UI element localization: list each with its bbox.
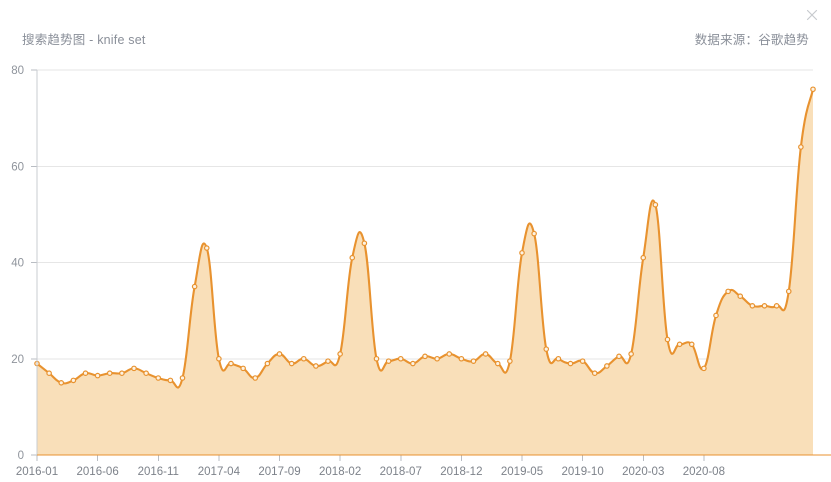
data-point-marker[interactable] <box>810 86 816 93</box>
x-axis-tick-label: 2019-10 <box>562 466 604 478</box>
x-axis-tick-label: 2016-11 <box>138 466 179 478</box>
x-axis-tick-label: 2018-02 <box>319 466 361 478</box>
data-point-marker[interactable] <box>422 353 428 360</box>
data-point-marker[interactable] <box>676 341 683 348</box>
data-point-marker[interactable] <box>313 363 319 369</box>
data-point-marker[interactable] <box>410 360 416 367</box>
page-title: 搜索趋势图 - knife set <box>22 33 146 47</box>
series-line-group <box>35 88 815 389</box>
x-axis-tick-label: 2020-08 <box>683 466 725 478</box>
data-point-marker[interactable] <box>325 358 331 364</box>
x-axis-tick-label: 2018-07 <box>380 466 422 478</box>
y-axis-tick-label: 40 <box>11 258 24 270</box>
data-point-marker[interactable] <box>519 250 525 256</box>
x-axis-tick-label: 2017-04 <box>198 466 241 478</box>
x-axis-tick-label: 2018-12 <box>440 466 482 478</box>
data-point-marker[interactable] <box>713 312 719 319</box>
data-point-marker[interactable] <box>507 358 513 364</box>
data-point-marker[interactable] <box>785 288 792 295</box>
data-point-marker[interactable] <box>337 351 343 357</box>
data-point-marker[interactable] <box>749 303 756 309</box>
y-axis-tick-label: 20 <box>11 354 24 366</box>
data-point-marker[interactable] <box>397 355 404 362</box>
x-axis-tick-label: 2016-01 <box>16 466 58 478</box>
data-point-marker[interactable] <box>228 360 234 367</box>
data-point-marker[interactable] <box>567 360 574 367</box>
data-point-marker[interactable] <box>131 365 137 372</box>
data-point-marker[interactable] <box>361 240 368 247</box>
x-axis-labels: 2016-01 2016-06 2016-11 2017-04 2017-09 2018-… <box>16 466 725 478</box>
data-source-label: 数据来源：谷歌趋势 <box>694 33 809 47</box>
data-point-marker[interactable] <box>446 351 453 357</box>
data-point-marker[interactable] <box>531 230 537 237</box>
data-point-marker[interactable] <box>143 370 149 376</box>
x-axis-tick-label: 2016-06 <box>77 466 119 478</box>
data-point-marker[interactable] <box>458 355 465 362</box>
data-point-marker[interactable] <box>155 375 162 381</box>
data-point-marker[interactable] <box>761 303 768 309</box>
axis-lines <box>31 69 831 461</box>
series-area-group <box>37 89 813 455</box>
data-point-marker[interactable] <box>640 254 647 261</box>
data-point-marker[interactable] <box>737 293 744 299</box>
data-point-marker[interactable] <box>58 380 65 386</box>
data-point-marker[interactable] <box>252 375 259 381</box>
data-point-marker[interactable] <box>579 358 586 364</box>
data-point-marker[interactable] <box>434 355 440 362</box>
data-point-marker[interactable] <box>555 355 562 362</box>
data-point-marker[interactable] <box>119 370 125 376</box>
y-axis-tick-label: 60 <box>11 161 24 173</box>
data-point-marker[interactable] <box>470 358 477 364</box>
series-line <box>35 88 815 389</box>
data-point-marker[interactable] <box>652 201 659 208</box>
y-axis-tick-label: 80 <box>11 65 24 77</box>
data-point-marker[interactable] <box>798 144 804 150</box>
y-axis-labels: 0 20 40 60 80 <box>11 65 24 462</box>
data-point-marker[interactable] <box>628 351 634 357</box>
data-point-marker[interactable] <box>591 370 598 376</box>
x-axis-tick-label: 2019-05 <box>501 466 543 478</box>
data-point-marker[interactable] <box>179 375 186 381</box>
data-point-marker[interactable] <box>701 365 707 372</box>
data-point-marker[interactable] <box>106 370 113 376</box>
data-point-marker[interactable] <box>276 351 283 357</box>
data-point-marker[interactable] <box>167 377 174 384</box>
data-point-marker[interactable] <box>482 351 489 357</box>
data-point-marker[interactable] <box>373 355 380 362</box>
close-icon[interactable] <box>802 5 822 25</box>
data-point-marker[interactable] <box>82 370 89 376</box>
data-point-marker[interactable] <box>70 377 77 384</box>
data-point-marker[interactable] <box>773 303 780 309</box>
data-point-marker[interactable] <box>288 360 295 367</box>
data-point-marker[interactable] <box>385 358 392 364</box>
y-axis-tick-label: 0 <box>18 450 24 462</box>
data-point-marker[interactable] <box>46 370 52 376</box>
data-point-marker[interactable] <box>494 360 501 367</box>
series-area <box>37 89 813 455</box>
data-point-marker[interactable] <box>191 283 198 290</box>
data-point-marker[interactable] <box>240 365 246 372</box>
data-point-marker[interactable] <box>688 341 695 348</box>
data-point-marker[interactable] <box>203 245 210 251</box>
data-point-marker[interactable] <box>664 336 671 343</box>
data-point-marker[interactable] <box>216 355 222 362</box>
data-point-marker[interactable] <box>616 353 622 360</box>
series-markers <box>34 86 816 386</box>
data-point-marker[interactable] <box>725 288 731 295</box>
data-point-marker[interactable] <box>264 360 271 367</box>
data-point-marker[interactable] <box>300 355 307 362</box>
x-axis-tick-label: 2020-03 <box>622 466 664 478</box>
data-point-marker[interactable] <box>349 254 356 261</box>
x-axis-tick-label: 2017-09 <box>258 466 300 478</box>
data-point-marker[interactable] <box>94 372 101 379</box>
data-point-marker[interactable] <box>604 363 610 369</box>
data-point-marker[interactable] <box>543 346 550 352</box>
